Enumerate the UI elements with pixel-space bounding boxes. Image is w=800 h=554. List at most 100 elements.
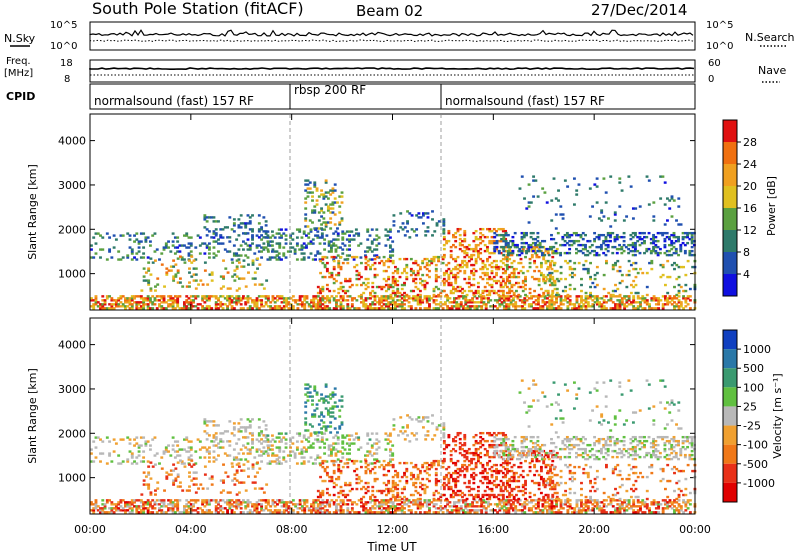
power-cell xyxy=(575,301,579,304)
velocity-cell xyxy=(171,503,175,506)
power-cell xyxy=(335,299,338,302)
power-cell xyxy=(568,299,572,302)
velocity-cell xyxy=(366,509,370,512)
power-cell xyxy=(237,258,241,261)
power-cell xyxy=(364,254,367,257)
power-cell xyxy=(486,259,489,263)
power-cell xyxy=(176,250,180,253)
power-cell xyxy=(189,295,193,298)
velocity-cell xyxy=(541,511,545,514)
velocity-cell xyxy=(455,511,459,514)
velocity-cell xyxy=(677,503,681,506)
velocity-cell xyxy=(396,503,400,506)
power-cell xyxy=(684,289,688,293)
velocity-cell xyxy=(311,395,314,398)
velocity-cell xyxy=(139,436,143,439)
power-cell xyxy=(577,239,581,243)
power-cell xyxy=(618,205,622,208)
power-cell xyxy=(314,307,318,310)
velocity-cell xyxy=(232,511,236,514)
power-cell xyxy=(458,227,462,231)
power-cell xyxy=(212,295,216,298)
power-cell xyxy=(615,237,619,241)
velocity-cell xyxy=(237,458,241,461)
velocity-cell xyxy=(153,507,157,510)
power-cell xyxy=(552,301,556,304)
velocity-cell xyxy=(309,432,313,435)
power-cell xyxy=(586,301,590,304)
velocity-cell xyxy=(475,505,479,508)
power-cell xyxy=(198,244,202,247)
velocity-cell xyxy=(573,507,577,510)
power-cell xyxy=(310,307,313,310)
power-cell xyxy=(428,295,431,298)
velocity-cell xyxy=(160,456,164,459)
power-cell xyxy=(609,297,613,300)
velocity-cell xyxy=(309,456,313,459)
power-cell xyxy=(557,189,560,192)
velocity-cell xyxy=(388,458,392,461)
velocity-cell xyxy=(105,499,109,502)
power-cell xyxy=(416,293,420,297)
velocity-cell xyxy=(189,448,193,451)
velocity-cell xyxy=(112,511,116,514)
power-cell xyxy=(600,305,604,308)
power-cell xyxy=(677,295,681,298)
power-cell xyxy=(462,295,465,298)
velocity-cell xyxy=(305,438,308,441)
velocity-cell xyxy=(223,501,227,504)
power-cell xyxy=(586,271,590,275)
power-cell xyxy=(135,295,139,298)
velocity-cell xyxy=(561,503,565,506)
power-cell xyxy=(317,227,321,230)
velocity-cell xyxy=(670,507,674,510)
power-cell xyxy=(388,250,392,253)
power-cell xyxy=(565,251,569,255)
power-cell xyxy=(666,299,670,302)
power-cell xyxy=(591,295,595,298)
velocity-cell xyxy=(623,511,627,514)
power-cell xyxy=(172,275,176,278)
power-cell xyxy=(529,235,533,239)
power-cell xyxy=(117,297,121,300)
power-cell xyxy=(307,236,311,239)
velocity-cell xyxy=(453,501,456,504)
power-cell xyxy=(253,305,257,308)
power-cell xyxy=(224,267,228,270)
power-cell xyxy=(207,216,211,219)
velocity-cell xyxy=(391,452,395,455)
velocity-cell xyxy=(239,511,243,514)
velocity-cell xyxy=(364,503,368,506)
power-cell xyxy=(373,257,377,261)
velocity-cell xyxy=(284,446,288,449)
power-cell xyxy=(185,246,189,249)
velocity-cell xyxy=(570,507,574,510)
power-cell xyxy=(359,256,363,259)
power-cell xyxy=(260,226,264,229)
velocity-cell xyxy=(251,440,254,443)
power-cell xyxy=(289,303,293,306)
velocity-cell xyxy=(189,505,193,508)
velocity-cell xyxy=(407,501,411,504)
power-cell xyxy=(185,234,189,237)
velocity-cell xyxy=(306,429,310,432)
velocity-cell xyxy=(609,499,613,502)
power-cell xyxy=(384,303,388,306)
power-cell xyxy=(126,299,130,302)
velocity-cell xyxy=(137,450,141,453)
power-cell xyxy=(394,279,397,283)
power-cell xyxy=(414,277,418,281)
power-cell xyxy=(437,293,440,297)
power-cell xyxy=(457,297,461,300)
power-cell xyxy=(124,299,127,302)
power-cell xyxy=(451,257,455,261)
power-cell xyxy=(230,228,234,231)
power-cell xyxy=(343,244,347,247)
power-cell xyxy=(337,271,341,275)
power-cell xyxy=(319,291,323,295)
power-cell xyxy=(135,252,139,255)
velocity-cell xyxy=(266,501,270,504)
velocity-cell xyxy=(316,509,320,512)
power-cell xyxy=(652,239,656,243)
velocity-cell xyxy=(176,501,180,504)
